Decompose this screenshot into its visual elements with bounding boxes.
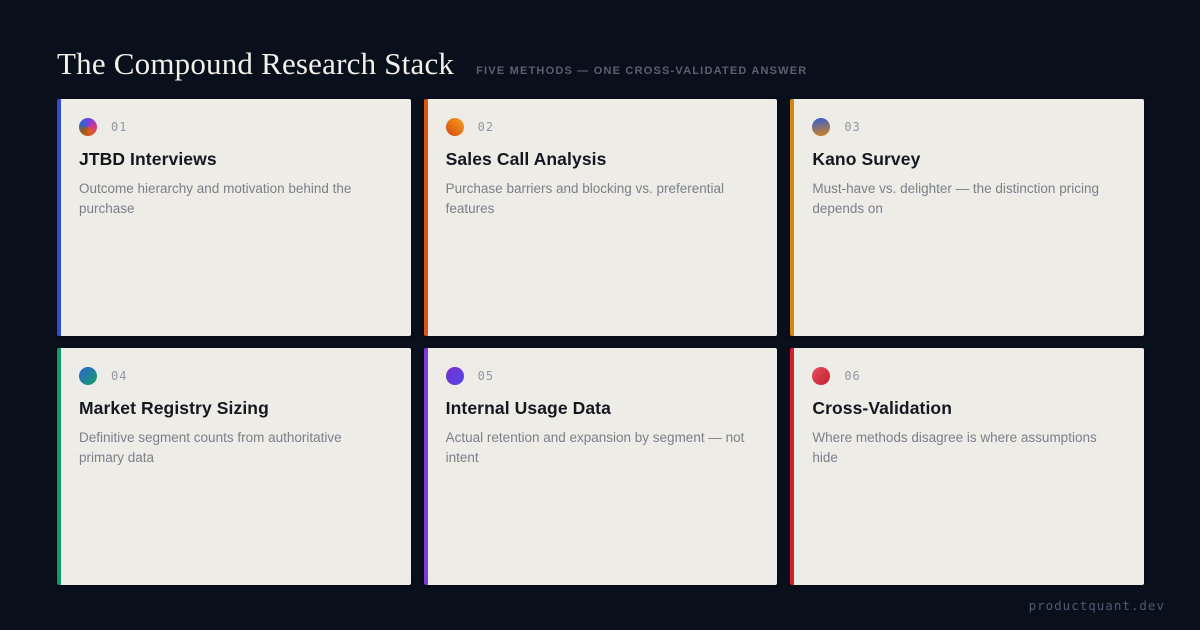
card-market-registry-sizing: 04 Market Registry Sizing Definitive seg… xyxy=(57,348,411,585)
card-title: JTBD Interviews xyxy=(79,149,217,169)
card-number: 06 xyxy=(844,369,861,383)
card-title: Sales Call Analysis xyxy=(445,149,607,169)
card-number: 01 xyxy=(111,120,128,134)
gradient-dot-icon xyxy=(79,367,97,385)
card-description: Definitive segment counts from authorita… xyxy=(79,430,342,465)
card-sales-call-analysis: 02 Sales Call Analysis Purchase barriers… xyxy=(423,99,778,336)
footer-domain: productquant.dev xyxy=(1028,598,1165,613)
card-grid: 01 JTBD Interviews Outcome hierarchy and… xyxy=(57,99,1144,585)
card-title: Kano Survey xyxy=(812,149,921,169)
card-jtbd-interviews: 01 JTBD Interviews Outcome hierarchy and… xyxy=(57,99,411,336)
gradient-dot-icon xyxy=(812,367,831,385)
gradient-dot-icon xyxy=(445,118,464,136)
card-head: 01 xyxy=(79,118,389,136)
card-description: Where methods disagree is where assumpti… xyxy=(812,430,1097,465)
card-number: 05 xyxy=(477,369,495,383)
page-header: The Compound Research Stack FIVE METHODS… xyxy=(57,46,1144,82)
gradient-dot-icon xyxy=(445,367,464,385)
page-title: The Compound Research Stack xyxy=(57,46,455,81)
card-description: Actual retention and expansion by segmen… xyxy=(445,430,745,465)
card-head: 05 xyxy=(445,367,756,385)
card-title: Market Registry Sizing xyxy=(79,398,269,418)
gradient-dot-icon xyxy=(812,118,831,136)
card-title: Cross-Validation xyxy=(812,398,953,418)
page-subtitle: FIVE METHODS — ONE CROSS-VALIDATED ANSWE… xyxy=(476,65,808,77)
card-head: 03 xyxy=(812,118,1122,136)
card-internal-usage-data: 05 Internal Usage Data Actual retention … xyxy=(423,348,778,585)
card-cross-validation: 06 Cross-Validation Where methods disagr… xyxy=(790,348,1144,585)
card-number: 03 xyxy=(844,120,861,134)
card-head: 06 xyxy=(812,367,1122,385)
card-number: 04 xyxy=(111,369,128,383)
card-kano-survey: 03 Kano Survey Must-have vs. delighter —… xyxy=(790,99,1144,336)
gradient-pie-icon xyxy=(79,118,97,136)
card-description: Outcome hierarchy and motivation behind … xyxy=(79,181,352,216)
card-head: 04 xyxy=(79,367,389,385)
page: The Compound Research Stack FIVE METHODS… xyxy=(57,46,1144,585)
card-number: 02 xyxy=(477,120,495,134)
card-title: Internal Usage Data xyxy=(445,398,611,418)
card-description: Purchase barriers and blocking vs. prefe… xyxy=(445,181,725,216)
card-description: Must-have vs. delighter — the distinctio… xyxy=(812,181,1099,216)
card-head: 02 xyxy=(445,118,756,136)
